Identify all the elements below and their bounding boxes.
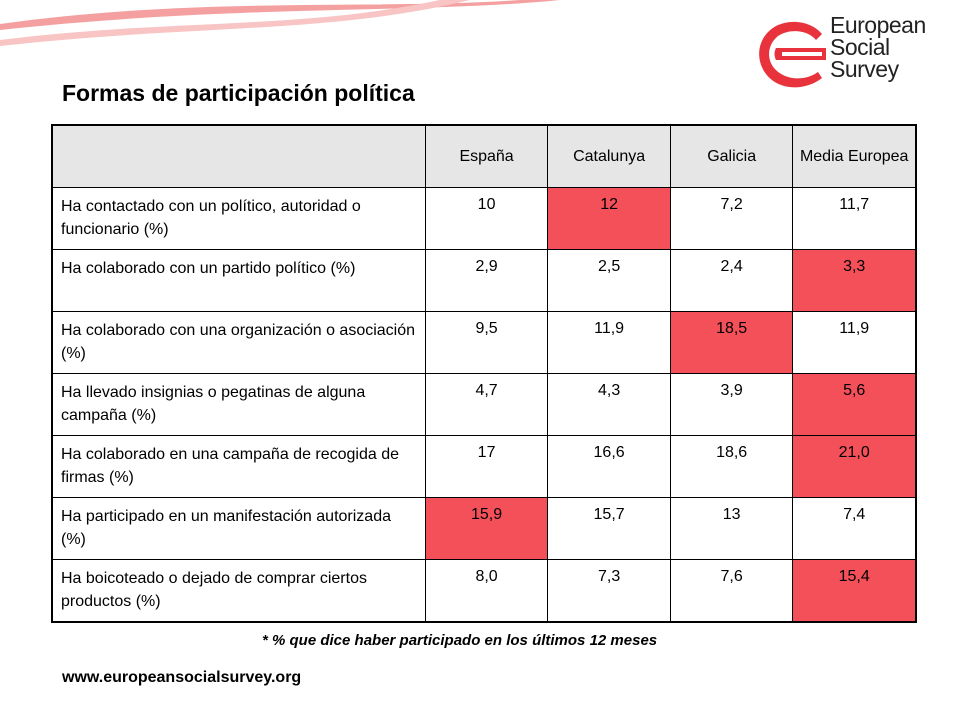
table-row: Ha contactado con un político, autoridad… [51,187,917,250]
value-cell: 3,9 [669,373,794,436]
footnote: * % que dice haber participado en los úl… [262,632,658,649]
highlighted-value-cell: 12 [547,187,671,250]
highlighted-value-cell: 3,3 [792,249,917,312]
row-label: Ha llevado insignias o pegatinas de algu… [51,373,426,436]
value-cell: 2,5 [547,249,671,312]
ess-logo-icon [759,21,826,88]
value-cell: 7,2 [669,187,794,250]
value-cell: 11,9 [547,311,671,374]
table-row: Ha participado en un manifestación autor… [51,497,917,560]
table-row: Ha colaborado con un partido político (%… [51,249,917,312]
table-row: Ha colaborado en una campaña de recogida… [51,435,917,498]
website-url[interactable]: www.europeansocialsurvey.org [62,669,302,686]
highlighted-value-cell: 15,4 [792,559,917,623]
header-espana: España [424,124,549,188]
logo-line-2: Social [830,34,890,60]
header-media-europea: Media Europea [792,124,917,188]
header-corner [51,124,426,188]
page-title: Formas de participación política [62,80,415,106]
row-label: Ha boicoteado o dejado de comprar cierto… [51,559,426,623]
value-cell: 10 [424,187,549,250]
value-cell: 7,3 [547,559,671,623]
row-label: Ha contactado con un político, autoridad… [51,187,426,250]
value-cell: 16,6 [547,435,671,498]
value-cell: 4,7 [424,373,549,436]
row-label: Ha participado en un manifestación autor… [51,497,426,560]
logo-line-3: Survey [830,56,899,82]
row-label: Ha colaborado con un partido político (%… [51,249,426,312]
value-cell: 2,4 [669,249,794,312]
value-cell: 13 [669,497,794,560]
table-body: Ha contactado con un político, autoridad… [51,187,917,623]
value-cell: 2,9 [424,249,549,312]
header-catalunya: Catalunya [547,124,671,188]
logo-line-1: European [830,12,926,38]
header-galicia: Galicia [669,124,794,188]
participation-table: España Catalunya Galicia Media Europea H… [51,124,917,623]
table-row: Ha colaborado con una organización o aso… [51,311,917,374]
highlighted-value-cell: 21,0 [792,435,917,498]
ess-logo: European Social Survey [752,14,932,94]
row-label: Ha colaborado con una organización o aso… [51,311,426,374]
value-cell: 8,0 [424,559,549,623]
value-cell: 7,6 [669,559,794,623]
value-cell: 7,4 [792,497,917,560]
table-row: Ha llevado insignias o pegatinas de algu… [51,373,917,436]
highlighted-value-cell: 5,6 [792,373,917,436]
value-cell: 18,6 [669,435,794,498]
table-header-row: España Catalunya Galicia Media Europea [51,124,917,188]
row-label: Ha colaborado en una campaña de recogida… [51,435,426,498]
decorative-swoosh [0,0,560,46]
value-cell: 11,7 [792,187,917,250]
value-cell: 17 [424,435,549,498]
value-cell: 9,5 [424,311,549,374]
value-cell: 15,7 [547,497,671,560]
highlighted-value-cell: 18,5 [669,311,794,374]
highlighted-value-cell: 15,9 [424,497,549,560]
table-row: Ha boicoteado o dejado de comprar cierto… [51,559,917,623]
value-cell: 4,3 [547,373,671,436]
value-cell: 11,9 [792,311,917,374]
